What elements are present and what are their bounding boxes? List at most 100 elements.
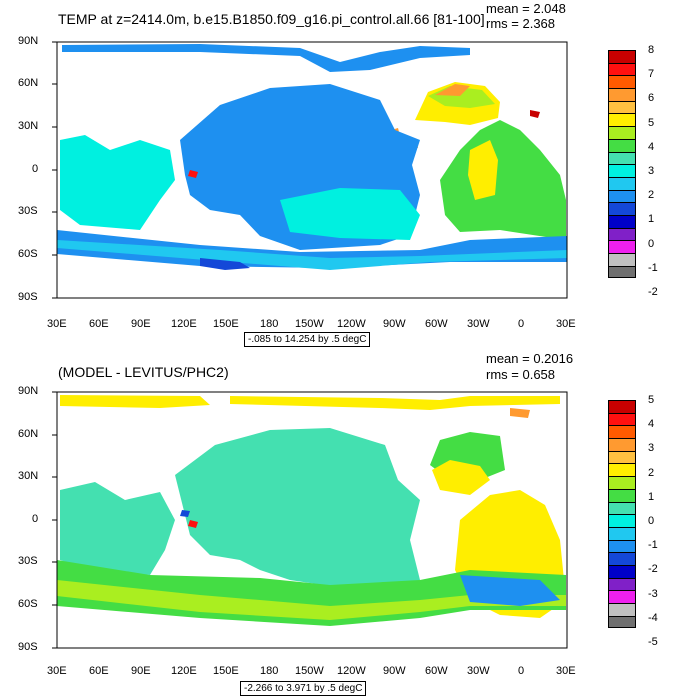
colorbar-swatch: [608, 126, 636, 139]
lon-label: 120E: [171, 665, 197, 677]
colorbar-swatch: [608, 138, 636, 152]
panel2-rms: rms = 0.658: [486, 367, 556, 382]
colorbar-swatch: [608, 176, 636, 190]
colorbar-swatch: [608, 400, 636, 413]
lat-label: 60N: [18, 428, 39, 440]
lon-label: 30E: [556, 665, 576, 677]
colorbar-swatch: [608, 463, 636, 477]
lon-label: 90W: [383, 318, 406, 330]
colorbar-label: 5: [648, 394, 655, 406]
colorbar-label: 0: [648, 237, 655, 250]
colorbar-swatch: [608, 564, 636, 578]
colorbar-swatch: [608, 164, 636, 177]
colorbar-label: 3: [648, 442, 655, 455]
panel1-mean: mean = 2.048: [486, 1, 566, 16]
panel2-title: (MODEL - LEVITUS/PHC2): [58, 364, 229, 380]
colorbar-label: 8: [648, 44, 655, 56]
lon-label: 90E: [131, 318, 151, 330]
colorbar-swatch: [608, 227, 636, 241]
colorbar-label: 1: [648, 490, 655, 503]
colorbar-label: 0: [648, 515, 655, 527]
panel2-colorbar: [608, 400, 636, 629]
lon-label: 60W: [425, 318, 448, 330]
colorbar-swatch: [608, 202, 636, 215]
colorbar-swatch: [608, 438, 636, 451]
panel1-tick-marks: [52, 41, 57, 299]
panel1-colorbar: [608, 50, 636, 279]
panel1-contour-range: -.085 to 14.254 by .5 degC: [244, 332, 371, 347]
colorbar-label: -2: [648, 286, 658, 298]
colorbar-label: 1: [648, 213, 655, 226]
colorbar-swatch: [608, 476, 636, 489]
lon-label: 180: [260, 318, 279, 330]
lon-label: 150W: [295, 318, 324, 330]
colorbar-swatch: [608, 501, 636, 515]
lon-label: 120W: [337, 665, 366, 677]
colorbar-swatch: [608, 603, 636, 616]
lon-label: 150E: [213, 318, 239, 330]
colorbar-label: -2: [648, 563, 658, 576]
lon-label: 90W: [383, 665, 406, 677]
panel2-tick-marks: [52, 391, 57, 649]
lat-label: 0: [32, 513, 39, 525]
colorbar-label: 7: [648, 68, 655, 81]
lon-label: 150W: [295, 665, 324, 677]
lat-label: 0: [32, 163, 39, 175]
lon-label: 30E: [47, 665, 67, 677]
colorbar-label: -4: [648, 611, 658, 624]
lat-label: 30S: [18, 555, 38, 567]
colorbar-swatch: [608, 514, 636, 527]
colorbar-swatch: [608, 265, 636, 279]
colorbar-label: 2: [648, 466, 655, 479]
colorbar-swatch: [608, 526, 636, 540]
colorbar-swatch: [608, 100, 636, 114]
lon-label: 30E: [47, 318, 67, 330]
panel1-title: TEMP at z=2414.0m, b.e15.B1850.f09_g16.p…: [58, 11, 485, 27]
colorbar-label: 5: [648, 116, 655, 129]
colorbar-swatch: [608, 552, 636, 565]
indian-ocean: [60, 135, 175, 230]
colorbar-swatch: [608, 240, 636, 253]
lat-label: 30N: [18, 470, 39, 482]
colorbar-swatch: [608, 425, 636, 439]
colorbar-label: -3: [648, 587, 658, 600]
panel2-contour-range: -2.266 to 3.971 by .5 degC: [240, 681, 367, 696]
colorbar-label: -1: [648, 261, 658, 274]
colorbar-label: 3: [648, 165, 655, 177]
lon-label: 60W: [425, 665, 448, 677]
colorbar-swatch: [608, 50, 636, 63]
colorbar-swatch: [608, 88, 636, 101]
lat-label: 60S: [18, 598, 38, 610]
lon-label: 120E: [171, 318, 197, 330]
colorbar-swatch: [608, 214, 636, 228]
colorbar-label: 4: [648, 418, 655, 431]
colorbar-swatch: [608, 488, 636, 502]
lat-label: 30N: [18, 120, 39, 132]
colorbar-swatch: [608, 577, 636, 591]
lon-label: 60E: [89, 665, 109, 677]
pacific-ocean: [175, 428, 420, 590]
lon-label: 120W: [337, 318, 366, 330]
panel2-mean: mean = 0.2016: [486, 351, 574, 366]
lat-label: 60S: [18, 248, 38, 260]
colorbar-swatch: [608, 62, 636, 76]
lon-label: 90E: [131, 665, 151, 677]
lon-label: 30E: [556, 318, 576, 330]
colorbar-swatch: [608, 151, 636, 165]
lat-label: 30S: [18, 205, 38, 217]
colorbar-swatch: [608, 113, 636, 127]
arctic-strip: [60, 395, 210, 408]
arctic-ocean: [62, 44, 470, 72]
colorbar-label: -1: [648, 539, 658, 552]
lon-label: 60E: [89, 318, 109, 330]
lat-label: 90S: [18, 291, 38, 303]
lat-label: 60N: [18, 77, 39, 89]
lon-label: 180: [260, 665, 279, 677]
colorbar-swatch: [608, 615, 636, 629]
colorbar-swatch: [608, 539, 636, 553]
lat-label: 90N: [18, 35, 39, 47]
lat-label: 90N: [18, 385, 39, 397]
panel1-rms: rms = 2.368: [486, 16, 556, 31]
